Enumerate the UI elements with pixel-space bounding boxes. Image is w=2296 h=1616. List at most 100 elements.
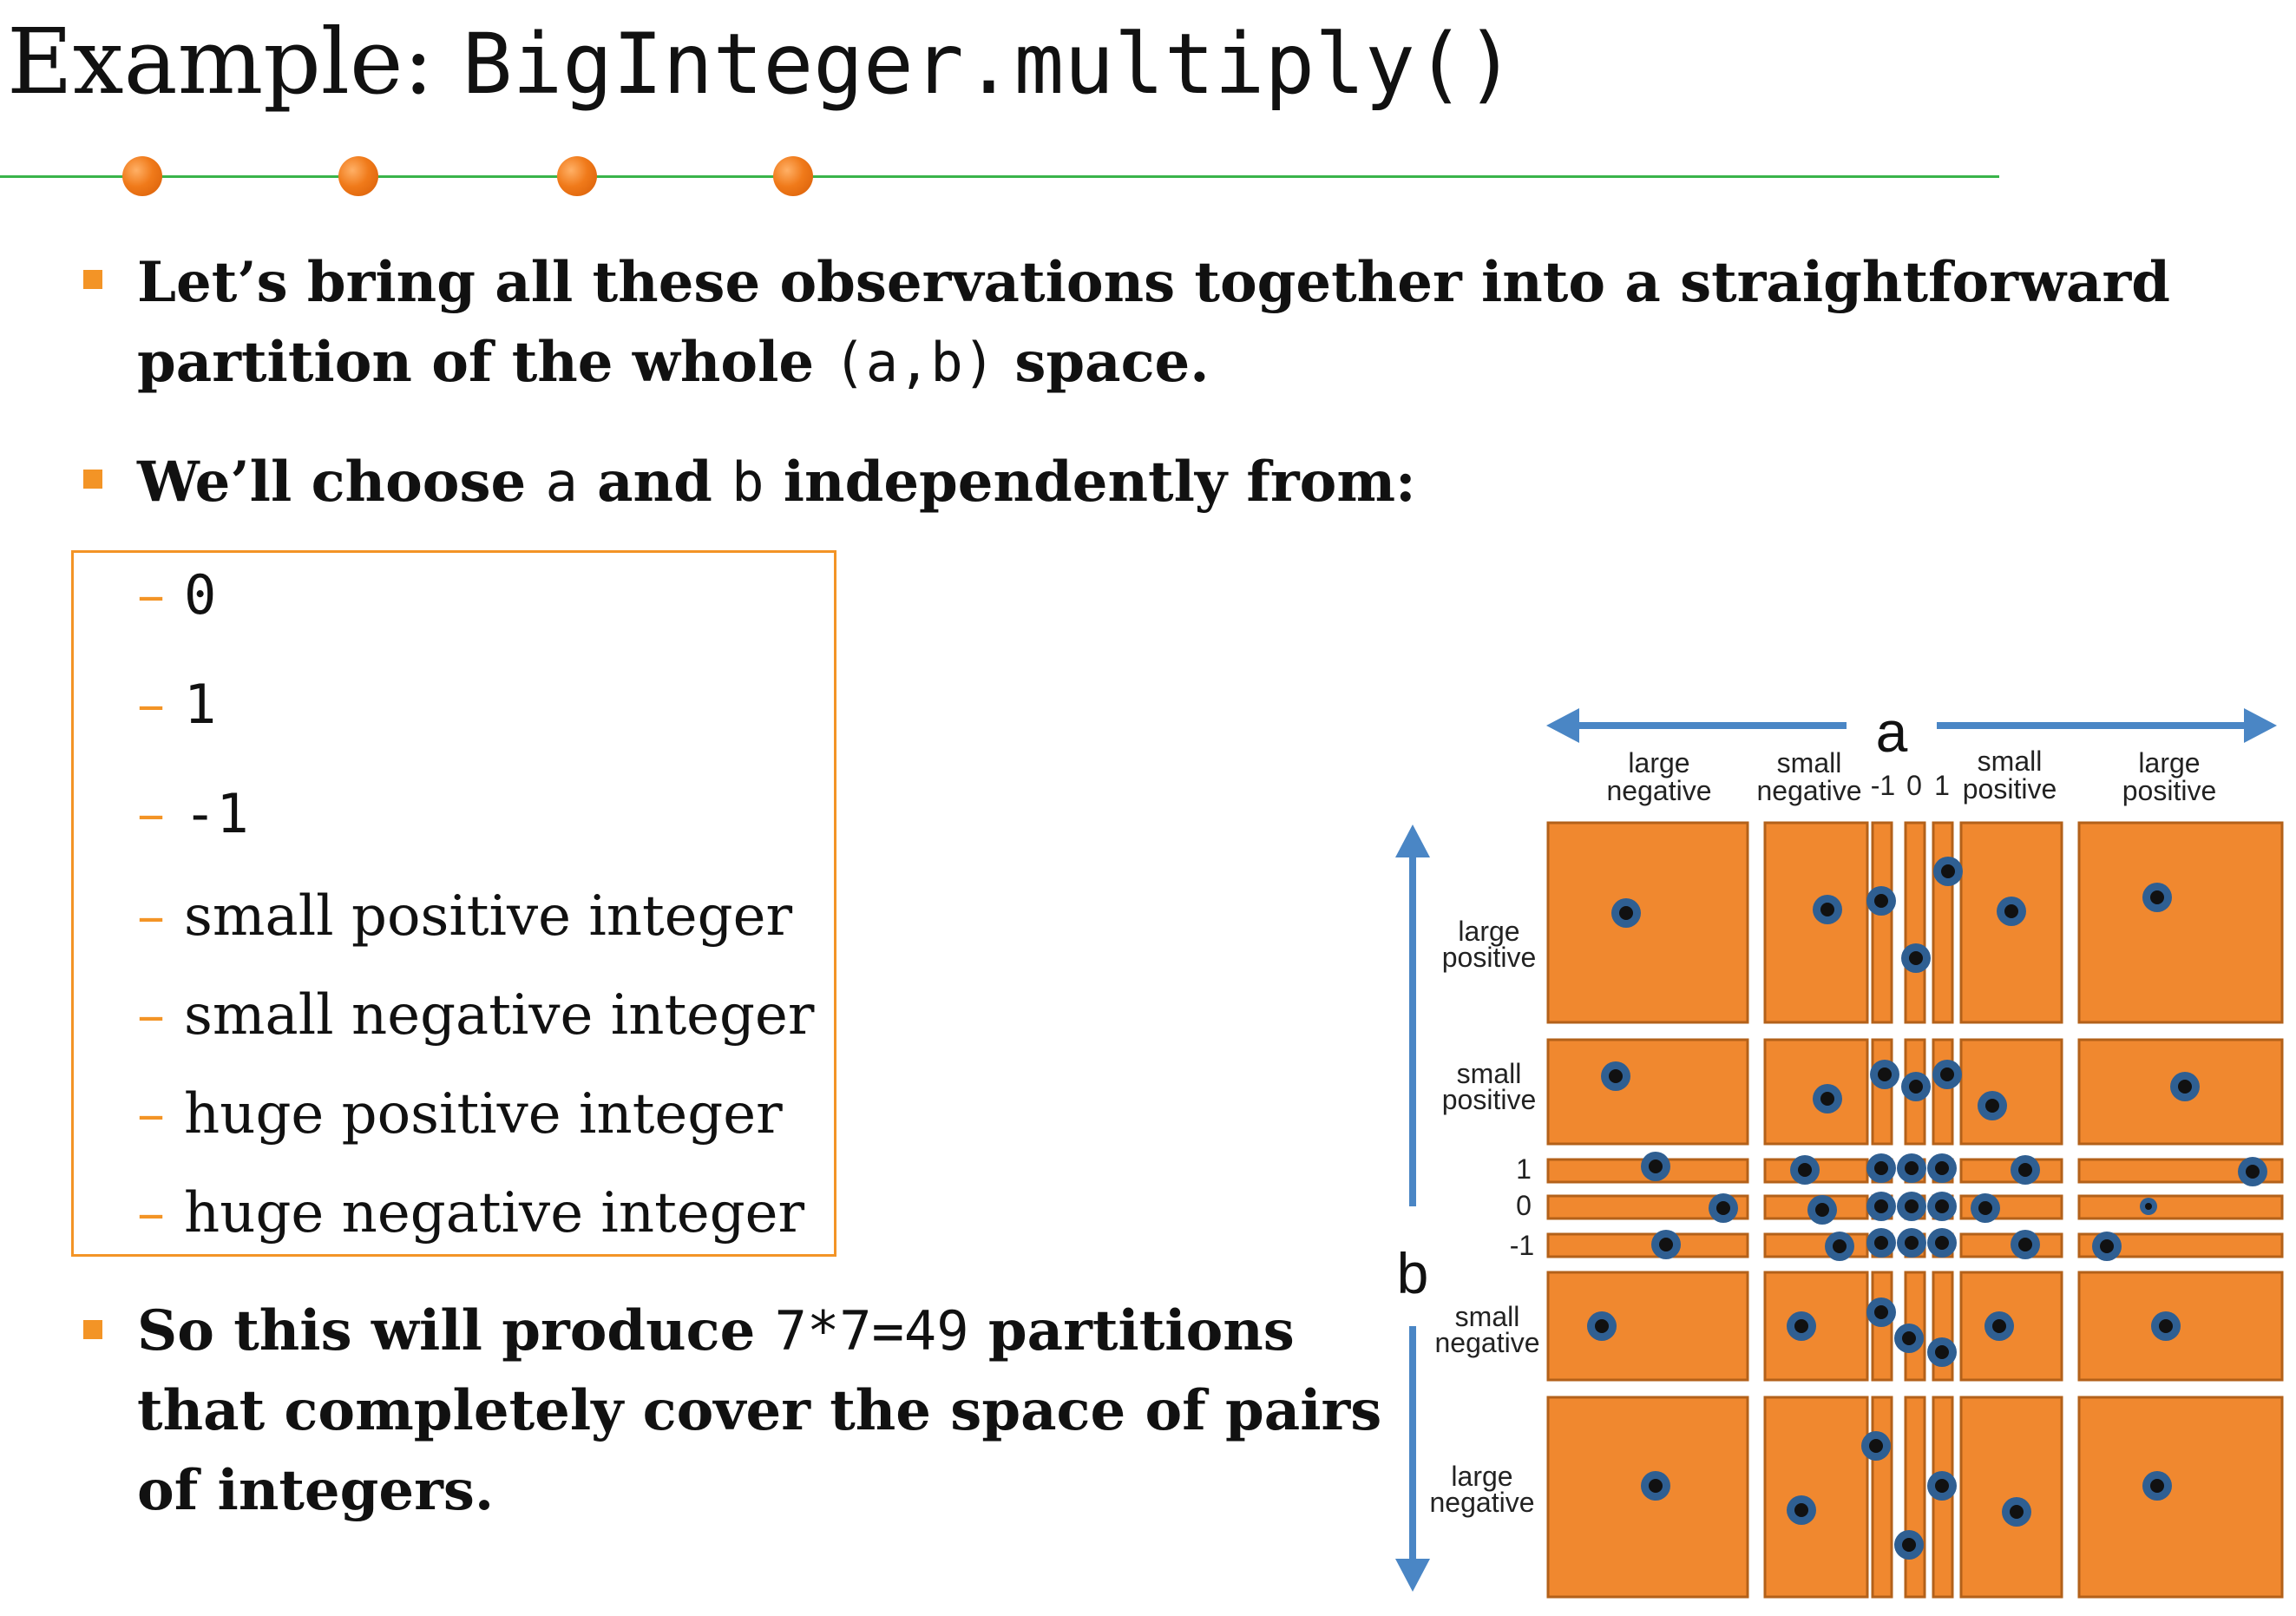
sample-point [2011,1230,2040,1259]
title-rule [0,175,1999,178]
sample-point [1927,1228,1957,1258]
sample-point [1787,1311,1816,1341]
sample-point [1897,1153,1926,1183]
sample-point [1897,1192,1926,1221]
partition-cell-large-negative-minus-one [1871,1396,1893,1599]
choice-item: – small positive integer [137,884,793,949]
decorative-dot [338,156,378,196]
sample-point [1825,1232,1854,1261]
sample-point [1611,898,1641,928]
row-label-large-positive: positive [1442,942,1537,973]
slide-title: Example: BigInteger.multiply() [7,12,1515,111]
partition-points [1587,857,2267,1560]
col-label-large-negative: large [1628,747,1689,778]
bullet-line: that completely cover the space of pairs [137,1378,1382,1443]
bullet-marker [83,470,102,489]
code-a: a [545,450,578,514]
bullet-result: So this will produce 7*7=49 partitions t… [137,1291,1381,1531]
sample-point [2140,1198,2157,1215]
partition-cell-large-positive-small-negative [1763,821,1869,1024]
partition-cell-small-positive-large-negative [1546,1038,1749,1146]
sample-point [1927,1192,1957,1221]
b-axis-label: b [1397,1241,1429,1305]
choice-item: –1 [137,673,217,737]
partition-cell-minus-one-large-negative [1546,1232,1749,1258]
sample-point [1971,1193,2000,1223]
a-axis-arrow [1546,708,2277,743]
sample-point [1984,1311,2014,1341]
col-label-large-positive: large [2138,747,2200,778]
col-label-minus-one: -1 [1871,770,1895,801]
code-count: 7*7=49 [774,1299,969,1363]
choices-box [71,550,836,1257]
sample-point [1997,897,2026,926]
sample-point [1978,1091,2007,1120]
sample-point [1866,1297,1896,1327]
bullet-marker [83,270,102,289]
sample-point [2002,1497,2031,1527]
sample-point [1813,895,1842,924]
bullet-choose: We’ll choose a and b independently from: [137,450,1416,515]
sample-point [1866,886,1896,916]
sample-point [1641,1471,1670,1501]
code-b: b [731,450,764,514]
partition-cell-small-positive-minus-one [1871,1038,1893,1146]
sample-point [1861,1431,1891,1461]
sample-point [1787,1495,1816,1525]
sample-point [1709,1193,1738,1223]
bullet-line: partition of the whole (a,b) space. [137,330,1210,395]
sample-point [1901,943,1931,973]
partition-diagram: a b large negative small negative -1 0 1… [1395,700,2284,1599]
sample-point [1901,1072,1931,1101]
choice-item: – small negative integer [137,983,815,1048]
partition-cell-large-positive-zero [1904,821,1926,1024]
partition-cell-large-negative-small-negative [1763,1396,1869,1599]
sample-point [1866,1228,1896,1258]
choice-item: –0 [137,563,217,627]
sample-point [1927,1471,1957,1501]
partition-cell-large-positive-minus-one [1871,821,1893,1024]
row-label-one: 1 [1516,1153,1532,1185]
bullet-marker [83,1320,102,1339]
choice-item: – huge positive integer [137,1082,783,1146]
code-ab: (a,b) [833,331,996,394]
sample-point [1933,857,1963,886]
choice-item: – -1 [137,782,249,846]
partition-cell-large-positive-large-positive [2077,821,2284,1024]
row-label-small-positive: small [1457,1058,1522,1089]
sample-point [1932,1060,1962,1089]
sample-point [2011,1155,2040,1185]
title-prefix: Example: [7,9,462,115]
col-label-one: 1 [1934,770,1950,801]
b-axis-arrow [1395,824,1430,1592]
decorative-dot [557,156,597,196]
sample-point [2092,1232,2122,1261]
sample-point [1927,1337,1957,1367]
sample-point [1807,1195,1837,1225]
a-axis-label: a [1876,700,1908,764]
partition-cell-large-negative-zero [1904,1396,1926,1599]
partition-cell-zero-large-positive [2077,1194,2284,1220]
sample-point [1894,1530,1924,1560]
row-label-large-negative: large [1451,1461,1512,1492]
sample-point [1897,1228,1926,1258]
col-label-large-negative: negative [1607,775,1712,806]
bullet-line: of integers. [137,1458,495,1523]
sample-point [1927,1153,1957,1183]
sample-point [1651,1230,1681,1259]
sample-point [1601,1061,1630,1091]
col-label-small-negative: small [1777,747,1842,778]
bullet-line: So this will produce 7*7=49 partitions [137,1298,1295,1363]
choice-item: – huge negative integer [137,1181,805,1245]
sample-point [2170,1072,2200,1101]
sample-point [2151,1311,2181,1341]
partition-cell-large-positive-large-negative [1546,821,1749,1024]
col-label-small-positive: small [1978,746,2043,777]
partition-cell-large-negative-large-positive [2077,1396,2284,1599]
row-label-large-positive: large [1458,916,1519,947]
row-label-small-negative: negative [1435,1327,1540,1358]
bullet-partition: Let’s bring all these observations toget… [137,243,2170,403]
sample-point [2238,1157,2267,1186]
row-label-zero: 0 [1516,1190,1532,1221]
partition-cell-large-positive-one [1932,821,1954,1024]
